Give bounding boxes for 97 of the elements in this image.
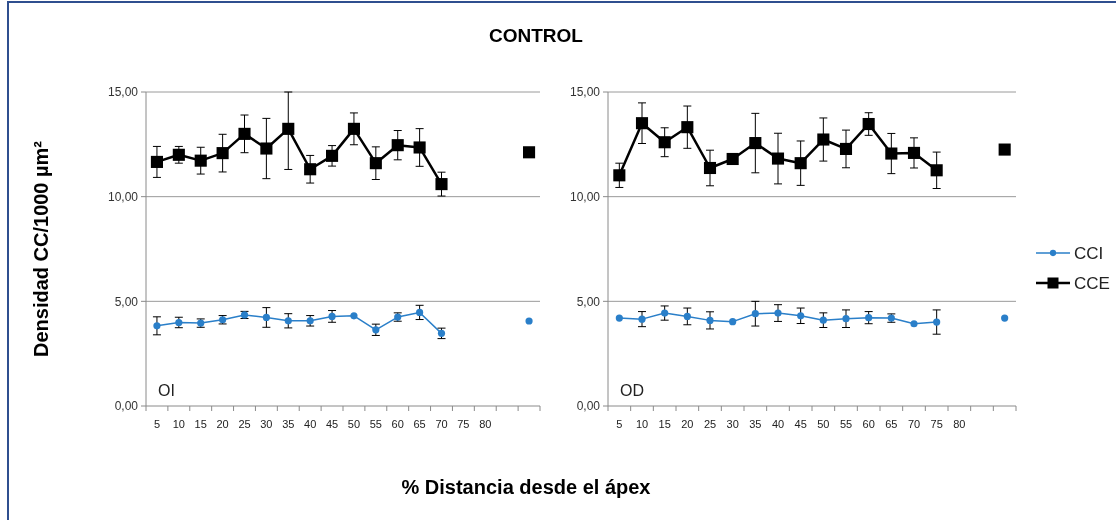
x-tick-label: 40 [304, 418, 317, 430]
point [304, 163, 317, 176]
point [771, 152, 785, 165]
x-tick-label: 45 [325, 418, 339, 430]
x-tick-label: 10 [635, 418, 649, 430]
point [369, 157, 382, 170]
point [523, 146, 536, 159]
x-tick-label: 30 [260, 418, 273, 430]
point [907, 146, 921, 159]
point [413, 141, 426, 154]
point [326, 149, 339, 162]
x-axis-title: % Distancia desde el ápex [401, 476, 651, 498]
point [615, 314, 623, 322]
point [391, 139, 404, 152]
y-tick-label: 10,00 [107, 189, 139, 204]
y-tick-label: 5,00 [576, 294, 601, 309]
point [284, 317, 292, 325]
point [749, 137, 762, 150]
y-tick-label: 0,00 [576, 399, 601, 414]
x-tick-label: 50 [347, 418, 361, 430]
point [638, 315, 646, 323]
point [839, 142, 853, 155]
x-tick-label: 55 [839, 418, 853, 430]
point [706, 316, 714, 324]
point [681, 121, 694, 134]
point [794, 157, 807, 170]
x-tick-label: 60 [862, 418, 875, 430]
point [216, 147, 229, 160]
point [350, 312, 358, 320]
point [262, 313, 270, 322]
y-tick-label: 5,00 [114, 294, 139, 309]
y-tick-label: 10,00 [569, 189, 601, 204]
point [1001, 314, 1009, 322]
point [282, 122, 295, 135]
x-tick-label: 50 [817, 418, 830, 430]
point [347, 122, 360, 135]
x-tick-label: 20 [681, 418, 694, 430]
x-tick-label: 15 [194, 418, 207, 430]
y-tick-label: 0,00 [114, 399, 139, 414]
legend-label: CCE [1074, 273, 1110, 293]
x-tick-label: 70 [435, 418, 448, 430]
point [933, 318, 941, 326]
x-tick-label: 5 [153, 418, 161, 430]
point [930, 164, 943, 177]
point [613, 169, 626, 182]
point [862, 117, 875, 131]
point [153, 322, 161, 330]
point [661, 309, 669, 317]
point [435, 178, 448, 191]
x-tick-label: 35 [282, 418, 295, 430]
x-tick-label: 70 [907, 418, 921, 430]
point [885, 147, 898, 160]
point [525, 317, 533, 325]
point [819, 316, 827, 324]
point [726, 152, 739, 166]
y-axis-title: Densidad CC/1000 µm² [30, 140, 52, 358]
x-tick-label: 10 [172, 418, 185, 430]
point [817, 133, 830, 146]
annotation: OI [158, 382, 175, 399]
x-tick-label: 20 [216, 418, 229, 430]
x-tick-label: 45 [794, 418, 807, 430]
x-tick-label: 55 [369, 418, 382, 430]
point [910, 320, 918, 328]
point [194, 154, 207, 167]
x-tick-label: 35 [749, 418, 762, 430]
x-tick-label: 30 [726, 418, 739, 430]
y-tick-label: 15,00 [107, 85, 139, 100]
point [998, 143, 1011, 156]
annotation: OD [620, 382, 644, 399]
point [842, 315, 850, 323]
chart-title: CONTROL [489, 25, 584, 46]
point [416, 308, 424, 317]
x-tick-label: 80 [479, 418, 492, 430]
point [658, 136, 671, 149]
x-tick-label: 15 [658, 418, 671, 430]
x-tick-label: 65 [885, 418, 898, 430]
x-tick-label: 40 [771, 418, 785, 430]
point [729, 318, 737, 326]
y-tick-label: 15,00 [569, 85, 601, 100]
point [150, 155, 163, 168]
point [797, 312, 805, 320]
x-tick-label: 75 [457, 418, 470, 430]
x-tick-label: 5 [616, 418, 623, 430]
point [260, 142, 273, 155]
legend-label: CCI [1074, 243, 1104, 263]
point [751, 310, 759, 318]
point [238, 127, 251, 140]
point [683, 312, 691, 321]
x-tick-label: 65 [413, 418, 426, 430]
point [635, 117, 649, 130]
x-tick-label: 25 [703, 418, 717, 430]
point [774, 309, 782, 317]
x-tick-label: 60 [391, 418, 404, 430]
point [703, 161, 717, 175]
x-tick-label: 80 [953, 418, 966, 430]
x-tick-label: 75 [930, 418, 943, 430]
x-tick-label: 25 [238, 418, 251, 430]
